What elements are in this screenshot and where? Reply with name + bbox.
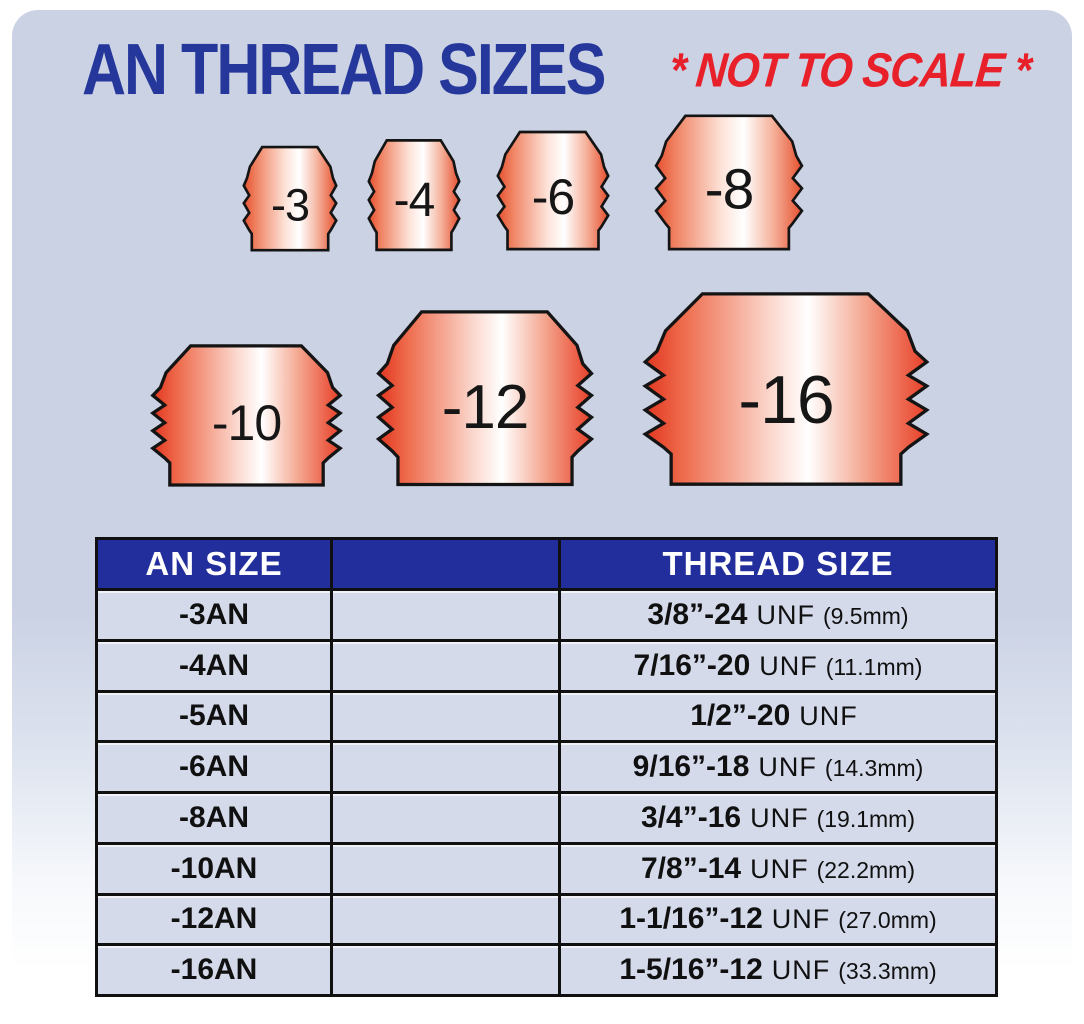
fitting-size-label: -10: [211, 395, 282, 452]
fitting-16: -16: [640, 290, 932, 490]
thread-metric: (11.1mm): [825, 653, 923, 680]
fitting-size-label: -16: [738, 362, 834, 438]
thread-standard: UNF: [759, 650, 818, 681]
table-row: -4AN 7/16”-20 UNF (11.1mm): [95, 638, 998, 693]
fitting-size-label: -6: [531, 169, 575, 226]
thread-metric: (22.2mm): [816, 856, 915, 883]
spacer-cell: [330, 841, 561, 896]
thread-fraction: 1-1/16”-12: [619, 902, 763, 936]
threaded-plug-shape: [242, 145, 338, 252]
thread-size-cell: 7/16”-20 UNF (11.1mm): [558, 638, 998, 693]
an-size-table: AN SIZE THREAD SIZE -3AN 3/8”-24 UNF (9.5mm…: [95, 537, 998, 997]
spacer-cell: [330, 689, 561, 744]
thread-metric: (19.1mm): [816, 805, 915, 832]
thread-fraction: 7/8”-14: [641, 851, 742, 885]
fitting-12: -12: [374, 308, 596, 490]
an-size-cell: -5AN: [95, 689, 333, 744]
an-size-header: AN SIZE: [95, 537, 333, 591]
thread-size-cell: 3/4”-16 UNF (19.1mm): [558, 791, 998, 845]
fitting-10: -10: [148, 342, 345, 490]
thread-fraction: 3/4”-16: [641, 800, 742, 834]
thread-metric: (14.3mm): [824, 755, 924, 782]
table-row: -10AN 7/8”-14 UNF (22.2mm): [95, 841, 998, 896]
fitting-6: -6: [494, 128, 612, 254]
table-row: -12AN 1-1/16”-12 UNF (27.0mm): [95, 892, 998, 947]
spacer-cell: [330, 892, 561, 947]
threaded-plug-shape: [654, 114, 804, 251]
an-size-cell: -12AN: [95, 892, 333, 947]
table-row: -3AN 3/8”-24 UNF (9.5mm): [95, 588, 998, 642]
spacer-cell: [330, 740, 561, 794]
thread-fraction: 1-5/16”-12: [619, 953, 763, 987]
thread-size-cell: 1/2”-20 UNF: [558, 689, 998, 744]
fitting-8: -8: [652, 112, 806, 254]
threaded-plug-shape: [496, 130, 610, 251]
table-row: -16AN 1-5/16”-12 UNF (33.3mm): [95, 943, 998, 997]
thread-metric: (33.3mm): [838, 958, 937, 985]
an-size-cell: -3AN: [95, 588, 333, 642]
thread-fraction: 7/16”-20: [633, 648, 751, 682]
spacer-cell: [330, 791, 561, 845]
thread-size-header: THREAD SIZE: [558, 537, 998, 591]
not-to-scale-note: * NOT TO SCALE *: [666, 44, 1033, 98]
spacer-cell: [330, 638, 561, 693]
spacer-header: [330, 537, 561, 591]
page-title: AN THREAD SIZES: [82, 29, 606, 110]
table-header-row: AN SIZE THREAD SIZE: [95, 537, 998, 591]
an-size-cell: -4AN: [95, 638, 333, 693]
fitting-size-label: -12: [441, 373, 530, 443]
thread-standard: UNF: [771, 904, 831, 935]
thread-metric: (27.0mm): [838, 907, 937, 934]
spacer-cell: [330, 943, 561, 997]
fitting-size-label: -4: [393, 174, 436, 228]
thread-size-cell: 1-5/16”-12 UNF (33.3mm): [558, 943, 998, 997]
thread-standard: UNF: [771, 955, 831, 986]
thread-fraction: 1/2”-20: [690, 699, 791, 733]
threaded-plug-shape: [642, 292, 930, 486]
thread-standard: UNF: [750, 802, 809, 833]
threaded-plug-shape: [375, 310, 595, 487]
thread-standard: UNF: [758, 752, 817, 783]
thread-standard: UNF: [756, 599, 815, 630]
an-size-cell: -8AN: [95, 791, 333, 845]
thread-size-cell: 7/8”-14 UNF (22.2mm): [558, 841, 998, 896]
table-row: -6AN 9/16”-18 UNF (14.3mm): [95, 740, 998, 794]
table-row: -8AN 3/4”-16 UNF (19.1mm): [95, 791, 998, 845]
an-size-cell: -6AN: [95, 740, 333, 794]
thread-metric: (9.5mm): [822, 602, 909, 629]
an-size-cell: -10AN: [95, 841, 333, 896]
fitting-4: -4: [365, 136, 463, 255]
thread-size-cell: 1-1/16”-12 UNF (27.0mm): [558, 892, 998, 947]
thread-standard: UNF: [750, 853, 809, 884]
threaded-plug-shape: [367, 139, 461, 252]
thread-size-cell: 3/8”-24 UNF (9.5mm): [558, 588, 998, 642]
thread-standard: UNF: [799, 701, 858, 732]
thread-size-cell: 9/16”-18 UNF (14.3mm): [558, 740, 998, 794]
thread-fraction: 9/16”-18: [632, 750, 750, 784]
threaded-plug-shape: [150, 344, 343, 487]
fitting-3: -3: [240, 143, 340, 255]
spacer-cell: [330, 588, 561, 642]
fitting-size-label: -3: [270, 179, 310, 231]
table-row: -5AN 1/2”-20 UNF: [95, 689, 998, 744]
thread-fraction: 3/8”-24: [647, 597, 748, 631]
an-size-cell: -16AN: [95, 943, 333, 997]
fitting-size-label: -8: [704, 157, 755, 222]
